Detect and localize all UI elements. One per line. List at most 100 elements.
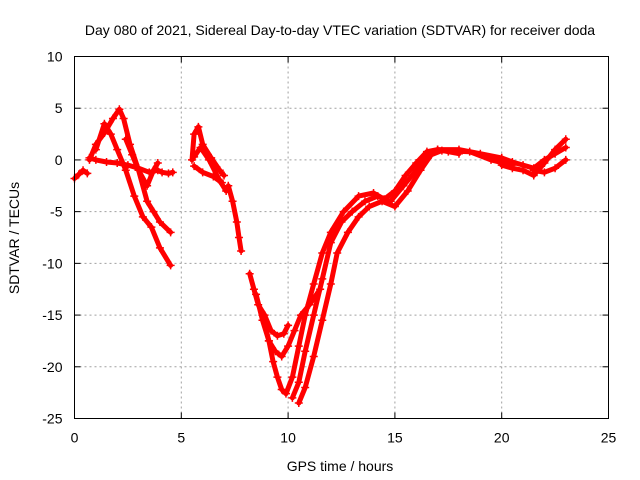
data-point <box>309 311 318 320</box>
x-axis-title: GPS time / hours <box>287 458 394 474</box>
data-point <box>234 233 243 242</box>
x-tick-label: 5 <box>177 430 185 446</box>
series-line <box>531 157 569 175</box>
data-point <box>561 135 570 144</box>
data-point <box>277 385 286 394</box>
series-line <box>296 148 515 406</box>
data-point <box>540 155 549 164</box>
data-point <box>294 342 303 351</box>
data-point <box>561 155 570 164</box>
series-line <box>72 167 90 181</box>
data-point <box>529 166 538 175</box>
data-point <box>153 159 162 168</box>
axis-ticks: 0 5 10 15 20 25 -25 -20 -15 -10 -5 0 5 10 <box>42 49 616 446</box>
data-point <box>508 157 517 166</box>
series-10 <box>245 269 293 340</box>
data-point <box>245 269 254 278</box>
data-point <box>232 217 241 226</box>
data-point <box>279 329 288 338</box>
x-tick-label: 15 <box>387 430 403 446</box>
data-point <box>339 207 348 216</box>
y-tick-label: 5 <box>55 100 63 116</box>
data-point <box>277 352 286 361</box>
x-tick-label: 0 <box>71 430 79 446</box>
data-point <box>237 246 246 255</box>
series-6 <box>187 122 229 180</box>
data-point <box>252 290 261 299</box>
y-tick-label: 10 <box>47 49 63 65</box>
data-point <box>209 172 218 181</box>
data-point <box>437 146 446 155</box>
data-point <box>190 162 199 171</box>
data-point <box>318 274 327 283</box>
y-axis-title: SDTVAR / TECUs <box>6 182 22 294</box>
data-point <box>416 166 425 175</box>
data-point <box>138 212 147 221</box>
data-point <box>128 150 137 159</box>
data-point <box>273 331 282 340</box>
series-1 <box>70 166 92 183</box>
data-point <box>326 280 335 289</box>
series-4 <box>91 119 175 270</box>
data-point <box>217 178 226 187</box>
data-point <box>79 166 88 175</box>
x-tick-label: 20 <box>494 430 510 446</box>
data-point <box>190 152 199 161</box>
data-point <box>164 169 173 178</box>
data-point <box>198 168 207 177</box>
data-point <box>551 149 560 158</box>
data-point <box>290 326 299 335</box>
data-point <box>288 373 297 382</box>
data-point <box>85 155 94 164</box>
series-14 <box>294 146 517 407</box>
chart-title: Day 080 of 2021, Sidereal Day-to-day VTE… <box>85 22 595 38</box>
data-point <box>497 161 506 170</box>
data-point <box>401 171 410 180</box>
data-point <box>194 122 203 131</box>
data-point <box>487 155 496 164</box>
data-point <box>378 197 387 206</box>
data-point <box>561 143 570 152</box>
data-point <box>309 352 318 361</box>
data-point <box>130 192 139 201</box>
data-point <box>100 119 109 128</box>
data-point <box>354 192 363 201</box>
data-point <box>264 336 273 345</box>
data-point <box>360 197 369 206</box>
data-point <box>205 155 214 164</box>
data-point <box>333 249 342 258</box>
series-17 <box>529 155 570 177</box>
data-point <box>143 197 152 206</box>
data-point <box>301 383 310 392</box>
x-tick-label: 25 <box>601 430 617 446</box>
data-point <box>121 135 130 144</box>
y-tick-label: 0 <box>55 152 63 168</box>
data-point <box>318 316 327 325</box>
data-point <box>365 202 374 211</box>
data-point <box>519 161 528 170</box>
data-point <box>196 143 205 152</box>
data-point <box>224 181 233 190</box>
data-point <box>74 170 83 179</box>
data-point <box>158 168 167 177</box>
data-point <box>273 373 282 382</box>
data-point <box>326 238 335 247</box>
series-5 <box>121 135 162 190</box>
data-point <box>121 166 130 175</box>
data-point <box>551 164 560 173</box>
data-point <box>269 357 278 366</box>
data-point <box>427 150 436 159</box>
data-point <box>281 389 290 398</box>
data-point <box>190 130 199 139</box>
y-tick-label: -15 <box>42 307 62 323</box>
data-point <box>348 207 357 216</box>
data-point <box>288 393 297 402</box>
data-point <box>540 168 549 177</box>
data-point <box>343 228 352 237</box>
series-9 <box>224 181 246 255</box>
data-point <box>294 378 303 387</box>
data-point <box>354 212 363 221</box>
y-tick-label: -25 <box>42 411 62 427</box>
data-point <box>284 321 293 330</box>
